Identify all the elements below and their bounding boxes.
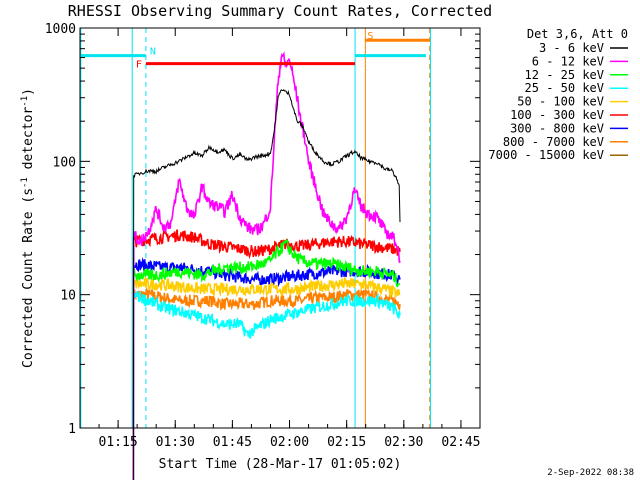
legend-label-2: 12 - 25 keV xyxy=(525,68,604,82)
date-stamp: 2-Sep-2022 08:38 xyxy=(547,468,634,478)
x-tick-label-1: 01:30 xyxy=(156,435,195,450)
y-axis-label: Corrected Count Rate (s-1 detector-1) xyxy=(20,88,36,368)
y-axis-label-main: Corrected Count Rate (s xyxy=(21,188,36,368)
y-axis-label-sup1: -1 xyxy=(20,177,30,188)
y-tick-label-0: 1 xyxy=(68,422,76,437)
legend-label-5: 100 - 300 keV xyxy=(510,108,604,122)
series-line-800-7000keV xyxy=(133,289,400,480)
x-tick-label-4: 02:15 xyxy=(327,435,366,450)
y-tick-label-2: 100 xyxy=(53,155,76,170)
y-axis-label-mid: detector xyxy=(21,107,36,178)
flag-label-N: N xyxy=(150,47,156,58)
x-tick-label-2: 01:45 xyxy=(213,435,252,450)
flag-label-F: F xyxy=(136,60,142,71)
plot-area: NF S xyxy=(80,28,430,480)
y-tick-label-3: 1000 xyxy=(45,22,76,37)
legend-label-7: 800 - 7000 keV xyxy=(503,135,604,149)
x-tick-label-0: 01:15 xyxy=(99,435,138,450)
x-tick-label-3: 02:00 xyxy=(270,435,309,450)
chart-title: RHESSI Observing Summary Count Rates, Co… xyxy=(68,2,492,20)
legend-label-8: 7000 - 15000 keV xyxy=(488,148,604,162)
legend-label-0: 3 - 6 keV xyxy=(539,41,604,55)
y-axis-label-sup2: -1 xyxy=(20,96,30,107)
series-line-25-50keV xyxy=(133,291,400,480)
legend-header: Det 3,6, Att 0 xyxy=(527,27,628,41)
x-tick-label-6: 02:45 xyxy=(441,435,480,450)
legend-label-1: 6 - 12 keV xyxy=(532,54,604,68)
legend-label-6: 300 - 800 keV xyxy=(510,121,604,135)
legend-label-3: 25 - 50 keV xyxy=(525,81,604,95)
flag-label-S: S xyxy=(367,31,373,42)
x-axis-label: Start Time (28-Mar-17 01:05:02) xyxy=(159,457,402,472)
legend-label-4: 50 - 100 keV xyxy=(517,95,604,109)
y-tick-label-1: 10 xyxy=(60,289,76,304)
x-tick-label-5: 02:30 xyxy=(384,435,423,450)
y-axis-label-end: ) xyxy=(21,88,36,96)
plot-frame xyxy=(80,28,480,428)
